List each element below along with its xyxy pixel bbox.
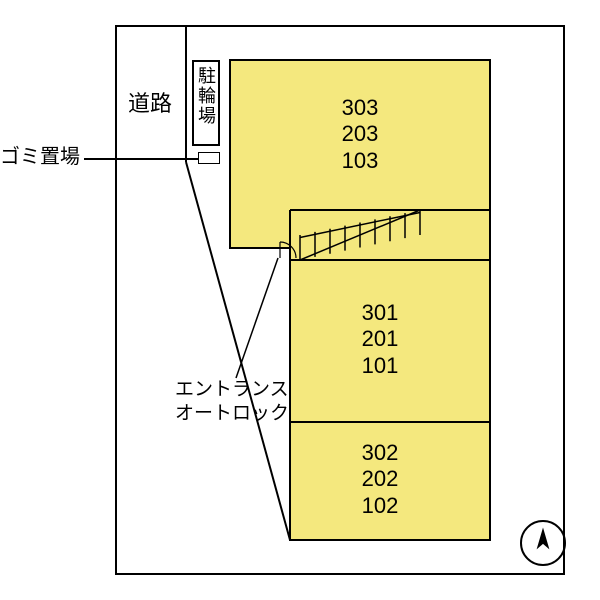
unit-rooms-1: 301201101: [340, 300, 420, 379]
entrance-label: エントランス オートロック: [175, 378, 289, 426]
building-svg: [0, 0, 600, 600]
site-plan: 道路 駐輪場 ゴミ置場 303203103301201101302202102 …: [0, 0, 600, 600]
entrance-leader: [236, 258, 278, 378]
unit-rooms-0: 303203103: [320, 95, 400, 174]
unit-rooms-2: 302202102: [340, 440, 420, 519]
compass-icon: [520, 520, 566, 566]
